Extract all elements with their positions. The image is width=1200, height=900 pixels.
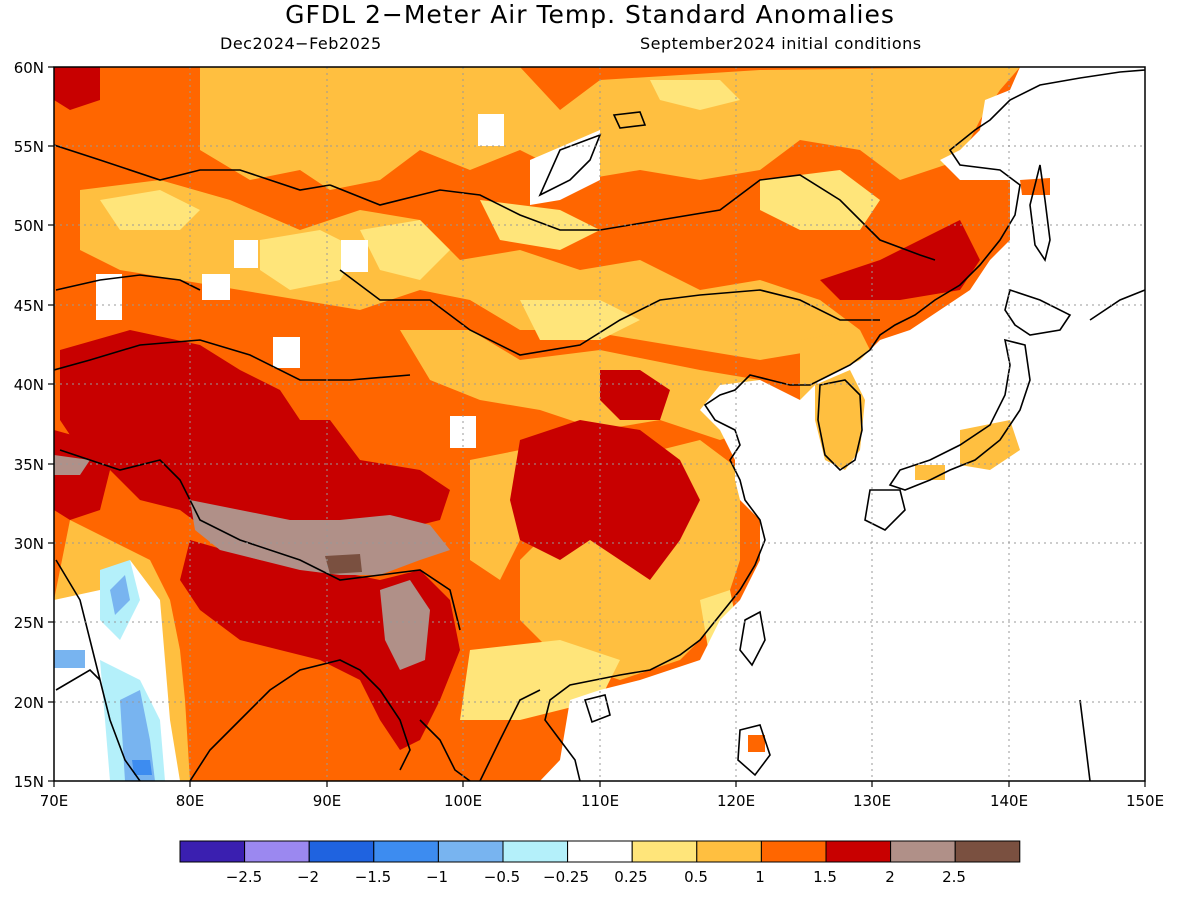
colorbar-labels: −2.5 −2 −1.5 −1 −0.5 −0.25 0.25 0.5 1 1.… [226, 868, 966, 886]
colorbar-swatch [179, 840, 246, 863]
colorbar-swatch [631, 840, 698, 863]
lat-tick-label: 50N [14, 217, 44, 235]
lat-tick-label: 20N [14, 694, 44, 712]
lon-tick-labels: 70E 80E 90E 100E 110E 120E 130E 140E 150… [40, 792, 1164, 810]
colorbar-label: −2 [297, 868, 319, 886]
anomaly-field [54, 67, 1145, 781]
colorbar-label: −1 [426, 868, 448, 886]
lon-tick-label: 90E [313, 792, 342, 810]
colorbar-label: −2.5 [226, 868, 262, 886]
forecast-period: Dec2024−Feb2025 [220, 34, 382, 53]
colorbar-swatch [696, 840, 762, 863]
lon-tick-label: 110E [581, 792, 619, 810]
tick-marks [48, 66, 1146, 787]
lat-tick-label: 45N [14, 297, 44, 315]
colorbar-swatch [954, 840, 1021, 863]
colorbar-label: 0.5 [684, 868, 708, 886]
colorbar [179, 840, 1021, 863]
colorbar-swatch [760, 840, 827, 863]
colorbar-label: −0.5 [484, 868, 520, 886]
chart-title: GFDL 2−Meter Air Temp. Standard Anomalie… [285, 0, 895, 29]
lat-tick-label: 60N [14, 59, 44, 77]
lon-tick-label: 80E [176, 792, 205, 810]
colorbar-label: 2.5 [942, 868, 966, 886]
gridlines [54, 67, 1145, 781]
colorbar-label: 0.25 [614, 868, 647, 886]
lat-tick-label: 35N [14, 456, 44, 474]
lon-tick-label: 140E [990, 792, 1028, 810]
colorbar-label: −1.5 [355, 868, 391, 886]
lat-tick-label: 30N [14, 535, 44, 553]
lat-tick-label: 15N [14, 773, 44, 791]
colorbar-swatch [890, 840, 956, 863]
colorbar-label: 1 [755, 868, 765, 886]
lon-tick-label: 150E [1126, 792, 1164, 810]
coastlines [54, 69, 1145, 781]
colorbar-swatch [437, 840, 504, 863]
lon-tick-label: 120E [717, 792, 755, 810]
colorbar-label: 2 [885, 868, 895, 886]
colorbar-swatch [308, 840, 375, 863]
colorbar-swatch [244, 840, 310, 863]
lon-tick-label: 130E [853, 792, 891, 810]
colorbar-swatch [567, 840, 633, 863]
lon-tick-label: 70E [40, 792, 69, 810]
lon-tick-label: 100E [444, 792, 482, 810]
initial-conditions: September2024 initial conditions [640, 34, 922, 53]
lat-tick-label: 55N [14, 138, 44, 156]
colorbar-label: 1.5 [813, 868, 837, 886]
lat-tick-label: 25N [14, 614, 44, 632]
colorbar-swatch [373, 840, 439, 863]
colorbar-label: −0.25 [543, 868, 589, 886]
colorbar-swatch [502, 840, 569, 863]
lat-tick-labels: 60N 55N 50N 45N 40N 35N 30N 25N 20N 15N [14, 59, 44, 791]
lat-tick-label: 40N [14, 376, 44, 394]
colorbar-swatch [825, 840, 892, 863]
